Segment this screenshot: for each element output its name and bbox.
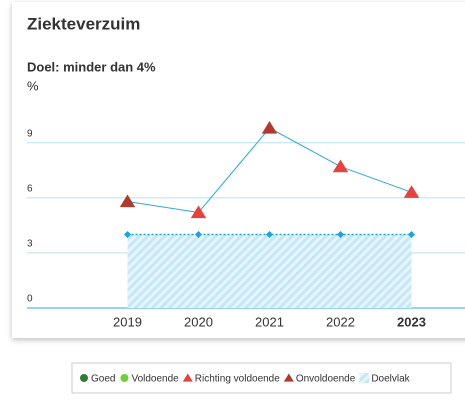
y-tick-label: 6 — [27, 183, 33, 194]
x-tick-label: 2021 — [255, 314, 284, 329]
x-tick-label: 2023 — [397, 314, 426, 329]
point-marker — [261, 121, 278, 134]
legend-symbol — [120, 374, 129, 382]
point-marker — [332, 159, 349, 173]
legend-label: Richting voldoende — [195, 374, 280, 385]
target-area — [127, 234, 412, 308]
point-marker — [124, 231, 131, 239]
point-marker — [403, 185, 420, 198]
legend: Goed Voldoende Richting voldoende Onvoldoen… — [80, 373, 411, 385]
point-marker — [266, 231, 273, 239]
point-marker — [408, 231, 415, 239]
legend-symbol — [80, 374, 88, 382]
x-tick-label: 2022 — [326, 314, 355, 329]
legend-label: Voldoende — [131, 374, 179, 385]
x-tick-label: 2019 — [113, 314, 142, 329]
x-tick-label: 2020 — [184, 314, 213, 329]
chart-subtitle: Doel: minder dan 4% — [27, 59, 156, 74]
point-marker — [119, 194, 136, 208]
legend-box — [71, 362, 452, 394]
chart-title: Ziekteverzuim — [27, 14, 140, 33]
point-marker — [337, 231, 344, 239]
legend-label: Doelvlak — [371, 374, 410, 385]
legend-symbol — [182, 373, 193, 382]
legend-symbol — [283, 373, 294, 382]
legend-symbol — [359, 373, 370, 383]
legend-label: Goed — [91, 374, 115, 385]
y-axis-label: % — [27, 78, 39, 93]
legend-label: Onvoldoende — [296, 374, 356, 385]
y-tick-label: 3 — [27, 239, 33, 250]
y-tick-label: 9 — [27, 128, 33, 139]
point-marker — [190, 205, 207, 219]
point-marker — [195, 231, 202, 239]
y-tick-label: 0 — [27, 294, 33, 305]
